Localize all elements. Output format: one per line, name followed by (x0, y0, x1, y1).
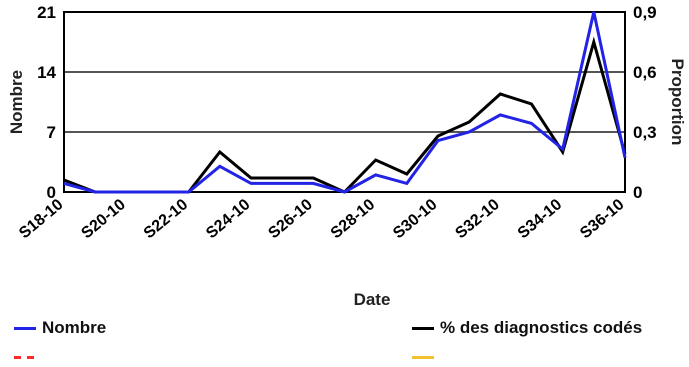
x-tick-label: S32-10 (452, 196, 503, 242)
left-axis-ticks: 0 7 14 21 (37, 3, 56, 202)
legend-item (14, 347, 42, 367)
y-left-tick-label: 21 (37, 3, 56, 22)
y-left-tick-label: 14 (37, 63, 56, 82)
legend-swatch (14, 327, 36, 331)
grid-lines (64, 71, 625, 133)
legend-item (412, 347, 440, 367)
y-left-tick-label: 7 (47, 123, 56, 142)
y-right-tick-label: 0,9 (633, 3, 657, 22)
legend-label: % des diagnostics codés (440, 318, 643, 337)
x-axis-ticks: S18-10 S20-10 S22-10 S24-10 S26-10 S28-10 S30-… (16, 196, 628, 242)
x-tick-label: S24-10 (203, 196, 254, 242)
right-axis-ticks: 0 0,3 0,6 0,9 (633, 3, 657, 202)
x-tick-label: S28-10 (328, 196, 379, 242)
x-tick-label: S30-10 (390, 196, 441, 242)
legend-swatch (412, 327, 434, 331)
x-tick-label: S20-10 (78, 196, 129, 242)
series-layer (63, 11, 627, 194)
y-left-tick-label: 0 (47, 183, 56, 202)
y-right-tick-label: 0,6 (633, 63, 657, 82)
x-axis-title: Date (354, 290, 391, 309)
plot-frame (63, 11, 626, 193)
legend-swatch (412, 356, 434, 360)
y-axis-left-title: Nombre (7, 70, 26, 134)
x-tick-label: S22-10 (141, 196, 192, 242)
y-right-tick-label: 0,3 (633, 123, 657, 142)
x-tick-label: S18-10 (16, 196, 67, 242)
x-tick-label: S34-10 (515, 196, 566, 242)
legend-label: Nombre (42, 318, 107, 337)
x-tick-label: S36-10 (577, 196, 628, 242)
x-tick-label: S26-10 (265, 196, 316, 242)
legend-swatch (14, 356, 36, 360)
legend-item: Nombre (14, 318, 106, 338)
y-right-tick-label: 0 (633, 183, 642, 202)
y-axis-right-title: Proportion (668, 59, 687, 146)
series-line-proportion (63, 36, 627, 194)
legend-item: % des diagnostics codés (412, 318, 642, 338)
series-line-nombre (63, 11, 627, 194)
